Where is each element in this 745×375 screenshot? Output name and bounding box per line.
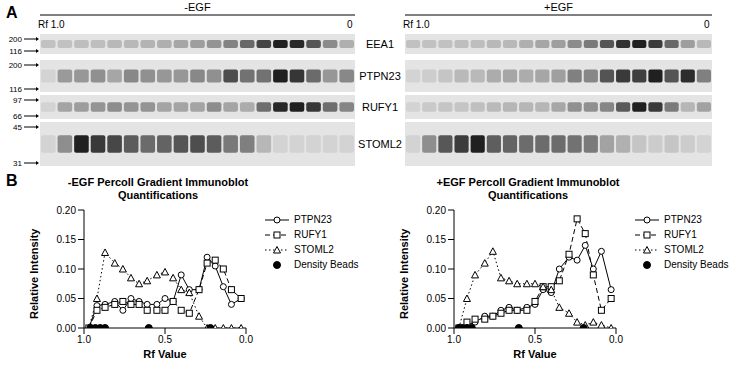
- svg-text:0.5: 0.5: [158, 334, 172, 345]
- svg-text:0.0: 0.0: [609, 334, 623, 345]
- svg-text:0.15: 0.15: [57, 234, 77, 245]
- html-text:PTPN23: PTPN23: [294, 214, 332, 225]
- html-text:STOML2: STOML2: [664, 244, 704, 255]
- svg-text:0.0: 0.0: [239, 334, 253, 345]
- svg-text:0.5: 0.5: [528, 334, 542, 345]
- svg-text:Relative Intensity: Relative Intensity: [398, 228, 410, 319]
- html-text:RUFY1: RUFY1: [294, 229, 327, 240]
- svg-text:PTPN23: PTPN23: [359, 70, 401, 82]
- svg-text:RUFY1: RUFY1: [362, 101, 398, 113]
- svg-text:0: 0: [704, 19, 710, 30]
- svg-text:0.20: 0.20: [57, 205, 77, 216]
- html-text:PTPN23: PTPN23: [664, 214, 702, 225]
- svg-text:0.10: 0.10: [427, 264, 447, 275]
- svg-text:200: 200: [9, 35, 23, 44]
- html-text:RUFY1: RUFY1: [664, 229, 697, 240]
- svg-text:Relative Intensity: Relative Intensity: [28, 228, 40, 319]
- html-text:B: B: [6, 172, 18, 189]
- svg-text:116: 116: [9, 47, 22, 56]
- svg-text:66: 66: [13, 112, 22, 121]
- svg-text:0.20: 0.20: [427, 205, 447, 216]
- svg-text:200: 200: [9, 61, 23, 70]
- html-text:+EGF Percoll Gradient Immunobl: +EGF Percoll Gradient Immunoblot Quantif…: [436, 176, 620, 201]
- html-text:Density Beads: Density Beads: [664, 259, 729, 270]
- svg-text:STOML2: STOML2: [358, 138, 402, 150]
- svg-text:EEA1: EEA1: [366, 38, 394, 50]
- svg-text:1.0: 1.0: [447, 334, 461, 345]
- svg-text:Rf 1.0: Rf 1.0: [38, 19, 65, 30]
- html-text:Density Beads: Density Beads: [294, 259, 359, 270]
- svg-text:A: A: [6, 4, 18, 21]
- html-text:-EGF Percoll Gradient Immunobl: -EGF Percoll Gradient Immunoblot Quantif…: [67, 176, 249, 201]
- svg-text:0.10: 0.10: [57, 264, 77, 275]
- svg-text:Rf Value: Rf Value: [513, 348, 556, 360]
- svg-text:116: 116: [9, 85, 22, 94]
- svg-text:-EGF: -EGF: [184, 1, 211, 13]
- svg-text:0.00: 0.00: [427, 323, 447, 334]
- svg-text:Rf Value: Rf Value: [143, 348, 186, 360]
- svg-text:97: 97: [13, 96, 22, 105]
- svg-text:0.15: 0.15: [427, 234, 447, 245]
- svg-text:0.05: 0.05: [57, 293, 77, 304]
- html-text:STOML2: STOML2: [294, 244, 334, 255]
- svg-text:1.0: 1.0: [77, 334, 91, 345]
- svg-text:Rf 1.0: Rf 1.0: [403, 19, 430, 30]
- svg-text:0: 0: [347, 19, 353, 30]
- svg-text:0.05: 0.05: [427, 293, 447, 304]
- svg-text:+EGF: +EGF: [544, 1, 573, 13]
- svg-text:31: 31: [13, 159, 22, 168]
- svg-text:45: 45: [13, 123, 22, 132]
- svg-text:0.00: 0.00: [57, 323, 77, 334]
